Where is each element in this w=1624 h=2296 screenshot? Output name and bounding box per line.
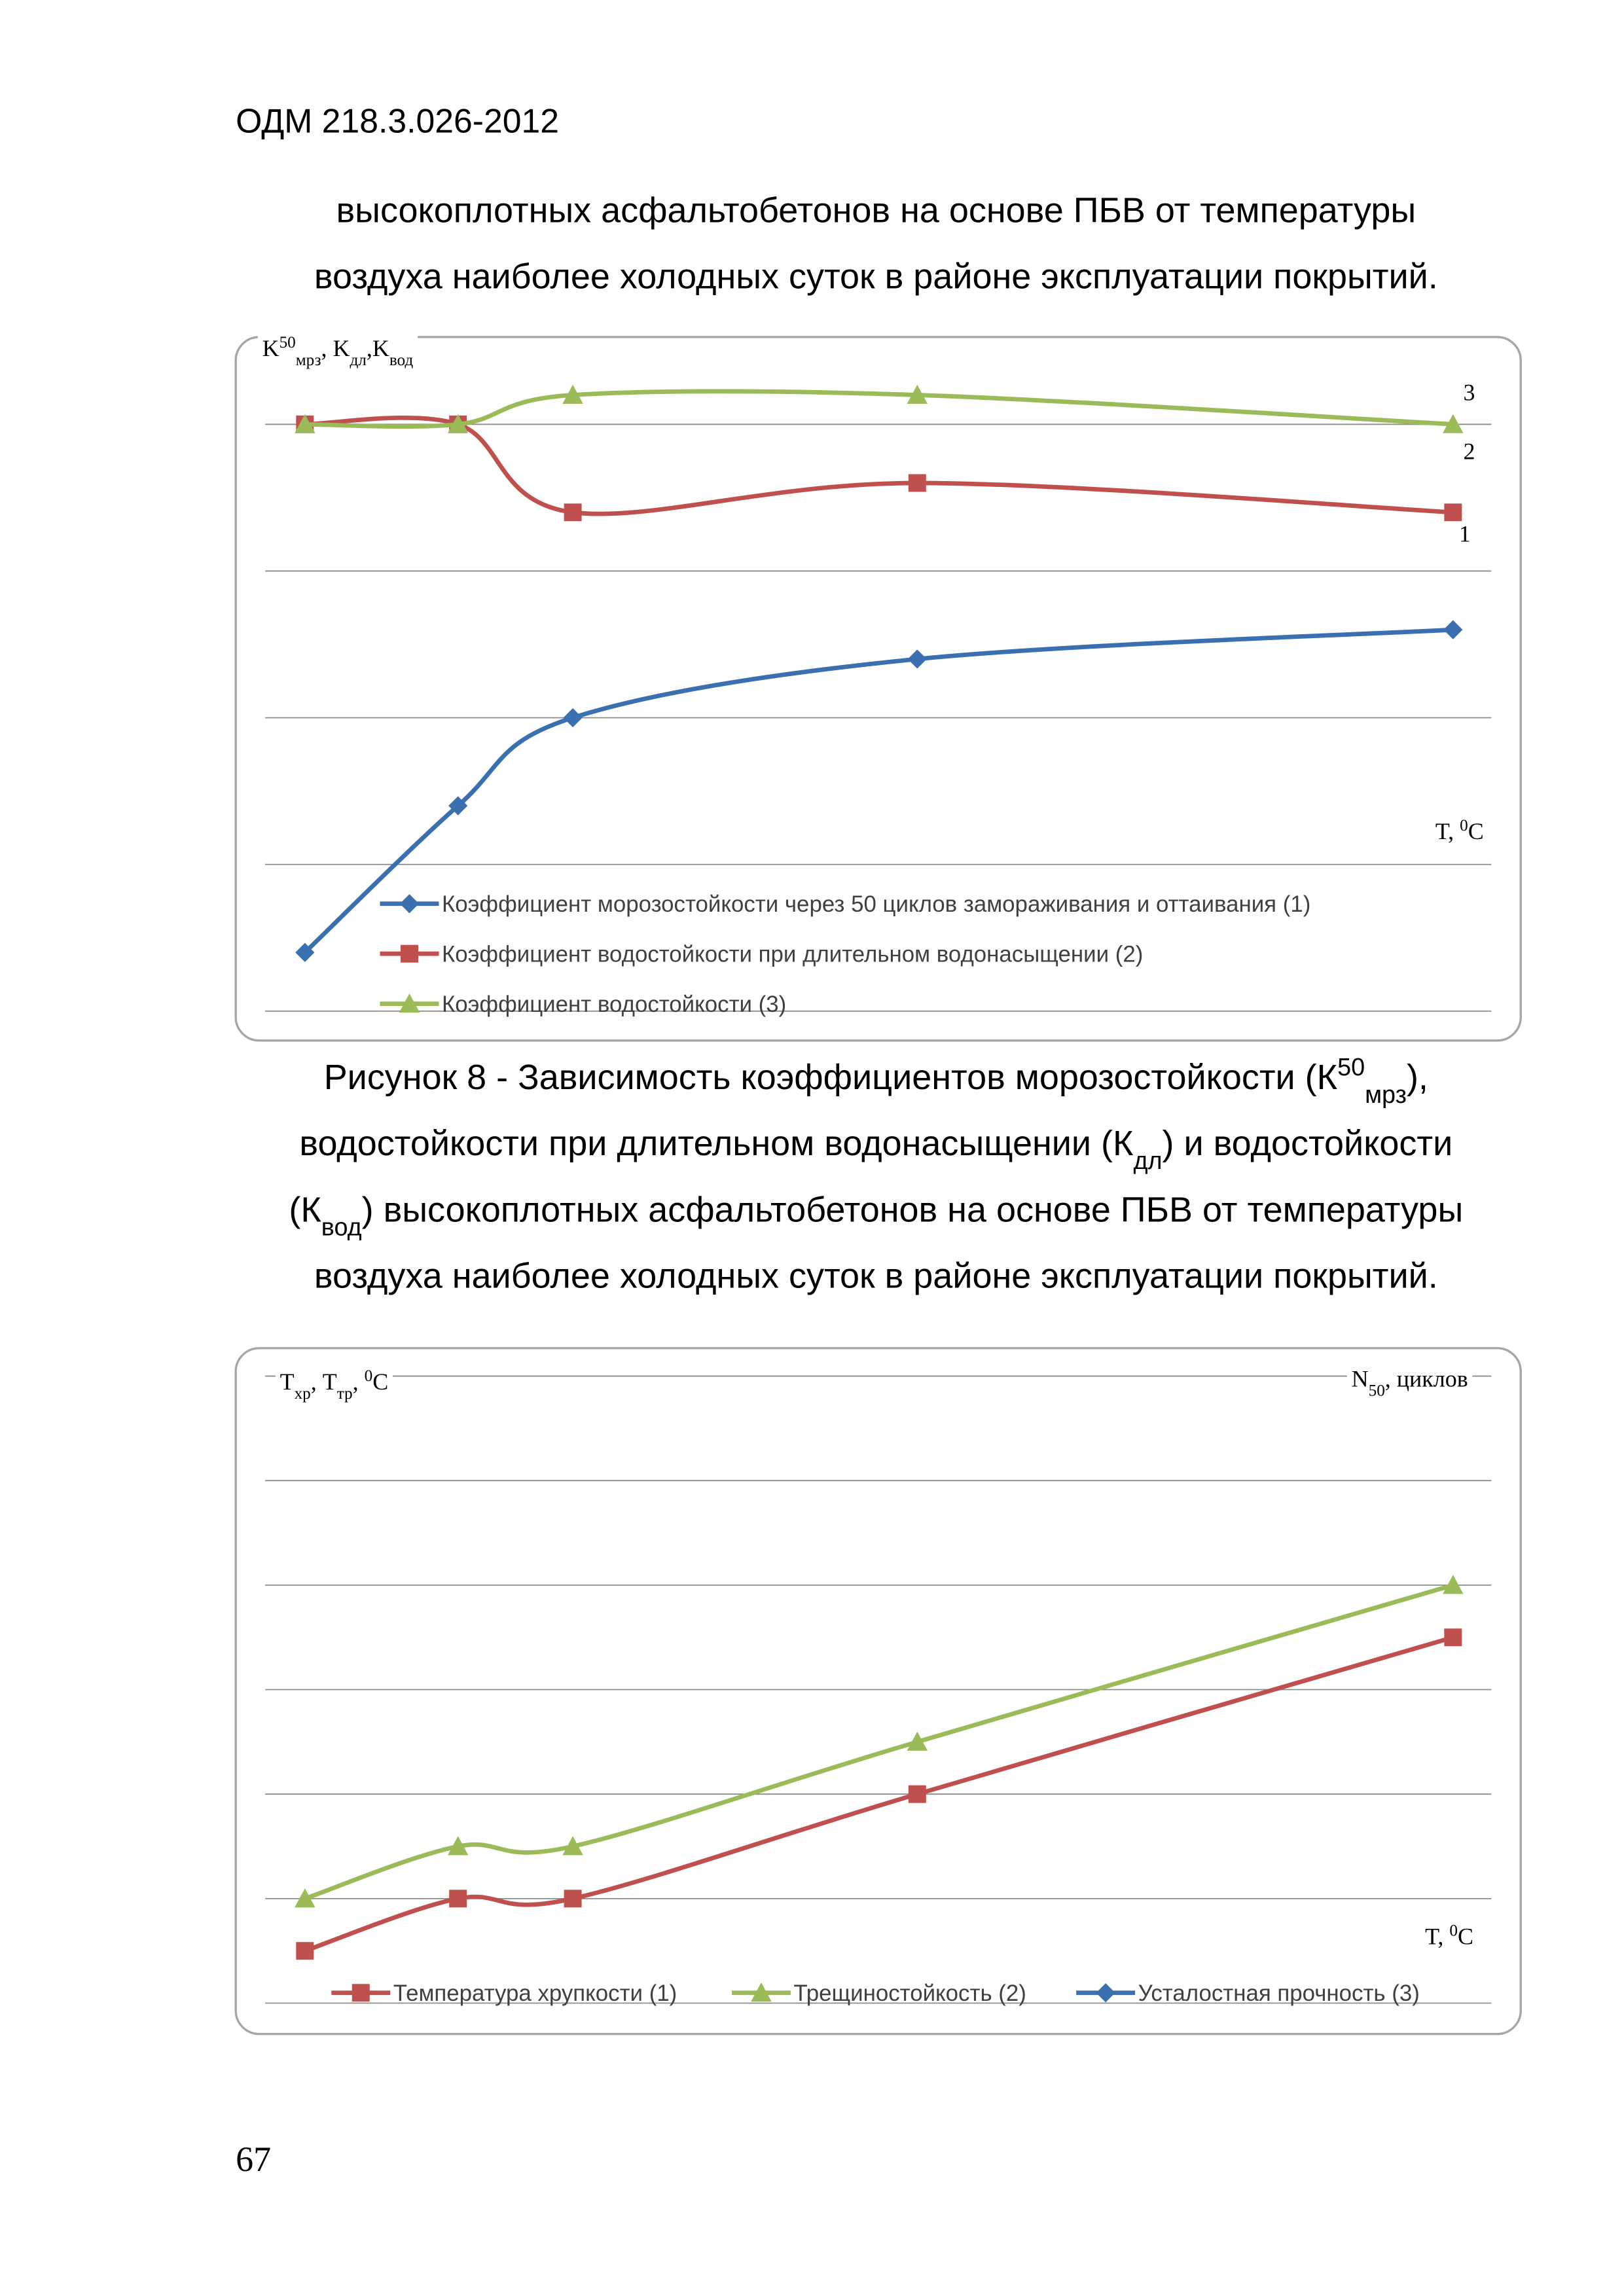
- marker: [907, 1731, 928, 1751]
- marker: [563, 708, 583, 728]
- text-segment: дл: [1133, 1147, 1162, 1175]
- marker: [295, 1888, 316, 1908]
- text-segment: K: [262, 335, 280, 361]
- page-number: 67: [236, 2140, 271, 2179]
- legend-label: Коэффициент водостойкости при длительном…: [442, 942, 1143, 967]
- text-segment: ,K: [367, 335, 389, 361]
- marker: [562, 1836, 583, 1856]
- text-segment: вод: [321, 1213, 362, 1241]
- annotation: 2: [1464, 439, 1475, 465]
- marker: [908, 474, 926, 492]
- legend-label: Коэффициент морозостойкости через 50 цик…: [442, 891, 1310, 917]
- text-segment: C: [1468, 818, 1484, 844]
- x-axis-label: T, 0C: [1435, 816, 1484, 844]
- x-axis-label: T, 0C: [1425, 1922, 1473, 1950]
- series-line: [304, 416, 1454, 516]
- caption-line: воздуха наиболее холодных суток в районе…: [314, 1257, 1438, 1296]
- caption-line: Рисунок 8 - Зависимость коэффициентов мо…: [324, 1054, 1428, 1109]
- legend-label: Усталостная прочность (3): [1138, 1981, 1420, 2006]
- intro-line: воздуха наиболее холодных суток в районе…: [314, 257, 1438, 296]
- marker: [399, 993, 420, 1013]
- marker: [907, 384, 928, 404]
- marker: [352, 1984, 370, 2002]
- text-segment: 0: [1449, 1922, 1458, 1939]
- marker: [751, 1982, 772, 2002]
- text-segment: T: [280, 1369, 295, 1395]
- marker: [449, 1890, 467, 1908]
- marker: [564, 503, 582, 522]
- series-line: [304, 1583, 1454, 1901]
- text-segment: N: [1352, 1365, 1369, 1391]
- text-segment: хр: [295, 1384, 311, 1402]
- text-segment: Рисунок 8 - Зависимость коэффициентов мо…: [324, 1058, 1338, 1097]
- text-segment: мрз: [1365, 1081, 1407, 1109]
- text-segment: 0: [1460, 816, 1468, 834]
- marker: [562, 384, 583, 404]
- legend-label: Коэффициент водостойкости (3): [442, 992, 786, 1017]
- text-segment: 0: [365, 1367, 373, 1384]
- text-segment: C: [1458, 1924, 1473, 1950]
- marker: [400, 944, 418, 963]
- y2-axis-label: N50, циклов: [1352, 1365, 1468, 1399]
- label-background: [275, 1365, 393, 1404]
- annotation: 3: [1464, 380, 1475, 406]
- text-segment: ) высокоплотных асфальтобетонов на основ…: [362, 1190, 1464, 1229]
- chart-frame: [234, 336, 1522, 1042]
- marker: [564, 1890, 582, 1908]
- label-background: [257, 332, 418, 370]
- marker: [295, 942, 315, 962]
- text-segment: ,: [353, 1369, 365, 1395]
- marker: [447, 1836, 469, 1856]
- marker: [1443, 414, 1464, 433]
- text-segment: тр: [337, 1384, 353, 1402]
- text-segment: C: [372, 1369, 388, 1395]
- series-line: [304, 389, 1454, 429]
- series-line: [303, 627, 1454, 954]
- marker: [399, 894, 420, 914]
- label-background: [1431, 815, 1489, 846]
- legend-label: Трещиностойкость (2): [793, 1981, 1026, 2006]
- text-segment: ) и водостойкости: [1163, 1124, 1453, 1163]
- text-segment: мрз: [296, 351, 321, 369]
- text-segment: 50: [280, 334, 296, 351]
- caption-line: водостойкости при длительном водонасыщен…: [299, 1124, 1453, 1175]
- text-segment: 50: [1369, 1382, 1385, 1399]
- text-segment: T,: [1435, 818, 1460, 844]
- text-segment: T,: [1425, 1924, 1449, 1950]
- text-segment: , K: [321, 335, 350, 361]
- header: ОДМ 218.3.026-2012: [236, 101, 559, 139]
- text-segment: воздуха наиболее холодных суток в районе…: [314, 1257, 1438, 1296]
- marker: [1444, 503, 1462, 522]
- text-segment: (К: [289, 1190, 321, 1229]
- caption-line: (Квод) высокоплотных асфальтобетонов на …: [289, 1190, 1463, 1241]
- label-background: [1420, 1920, 1478, 1951]
- y-axis-label: K50мрз, Kдл,Kвод: [262, 334, 414, 369]
- text-segment: , циклов: [1385, 1365, 1468, 1391]
- marker: [1443, 1575, 1464, 1594]
- marker: [908, 1785, 926, 1803]
- intro-line: высокоплотных асфальтобетонов на основе …: [336, 191, 1416, 230]
- text-segment: 50: [1337, 1054, 1365, 1081]
- marker: [448, 796, 468, 816]
- text-segment: водостойкости при длительном водонасыщен…: [299, 1124, 1134, 1163]
- text-segment: дл: [350, 351, 367, 369]
- chart-frame: [234, 1347, 1522, 2036]
- text-segment: , T: [311, 1369, 337, 1395]
- series-line: [304, 1635, 1454, 1953]
- text-segment: вод: [389, 351, 414, 369]
- marker: [295, 414, 316, 433]
- legend-label: Температура хрупкости (1): [393, 1981, 677, 2006]
- text-segment: ),: [1407, 1058, 1428, 1097]
- marker: [1444, 1628, 1462, 1647]
- y-axis-label: Tхр, Tтр, 0C: [280, 1367, 389, 1402]
- annotation: 1: [1459, 521, 1471, 547]
- marker: [1443, 620, 1463, 639]
- label-background: [1346, 1364, 1473, 1401]
- marker: [907, 649, 927, 669]
- marker: [447, 414, 469, 433]
- marker: [1096, 1983, 1115, 2003]
- marker: [296, 1942, 314, 1960]
